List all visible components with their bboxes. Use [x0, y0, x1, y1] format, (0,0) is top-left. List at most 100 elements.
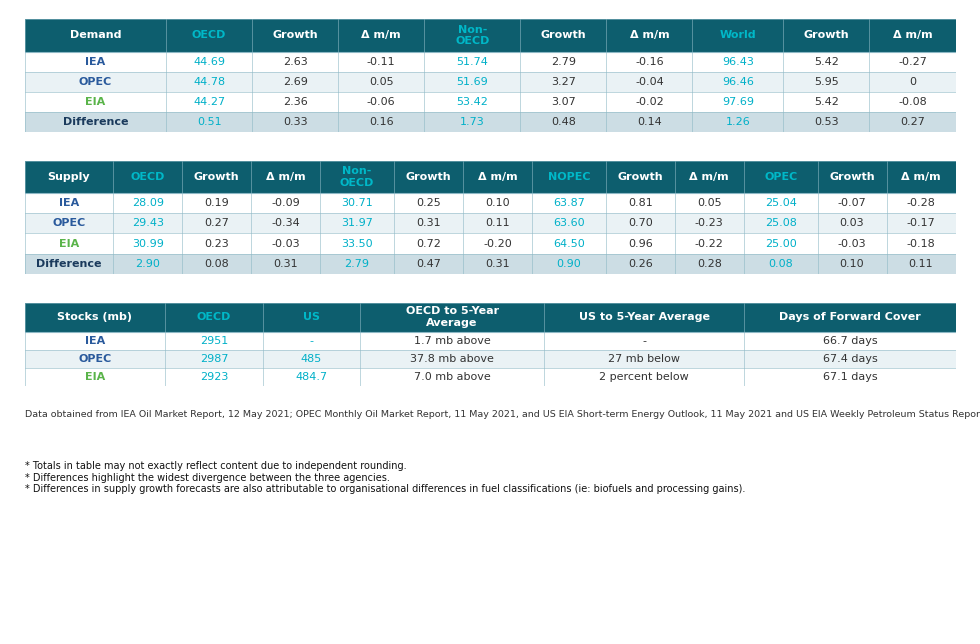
- Bar: [520, 52, 607, 71]
- Text: EIA: EIA: [59, 238, 79, 249]
- Text: Demand: Demand: [70, 30, 122, 41]
- Text: -0.11: -0.11: [367, 57, 396, 66]
- Bar: [674, 193, 744, 213]
- Text: -0.23: -0.23: [695, 218, 723, 229]
- Text: 0.28: 0.28: [697, 259, 721, 269]
- Bar: [745, 303, 955, 332]
- Text: -0.17: -0.17: [906, 218, 935, 229]
- Bar: [532, 161, 606, 193]
- Text: 0.08: 0.08: [204, 259, 229, 269]
- Text: 1.26: 1.26: [725, 117, 751, 127]
- Text: 0.31: 0.31: [485, 259, 510, 269]
- Bar: [887, 193, 955, 213]
- Bar: [263, 350, 360, 368]
- Bar: [338, 19, 424, 52]
- Text: * Totals in table may not exactly reflect content due to independent rounding.
*: * Totals in table may not exactly reflec…: [24, 461, 745, 495]
- Bar: [693, 19, 783, 52]
- Bar: [783, 92, 869, 112]
- Bar: [182, 193, 251, 213]
- Bar: [693, 52, 783, 71]
- Bar: [24, 254, 113, 274]
- Text: US: US: [303, 312, 319, 322]
- Text: 2951: 2951: [200, 336, 228, 346]
- Text: 0.27: 0.27: [204, 218, 229, 229]
- Bar: [251, 213, 320, 234]
- Bar: [394, 234, 463, 254]
- Text: 7.0 mb above: 7.0 mb above: [414, 372, 490, 383]
- Bar: [532, 193, 606, 213]
- Bar: [320, 161, 394, 193]
- Bar: [252, 92, 338, 112]
- Text: -: -: [310, 336, 314, 346]
- Bar: [24, 92, 167, 112]
- Text: 2.36: 2.36: [283, 97, 308, 107]
- Text: Δ m/m: Δ m/m: [893, 30, 932, 41]
- Text: -0.06: -0.06: [367, 97, 396, 107]
- Bar: [520, 71, 607, 92]
- Bar: [167, 112, 252, 132]
- Bar: [674, 234, 744, 254]
- Text: 0.53: 0.53: [814, 117, 839, 127]
- Text: 2987: 2987: [200, 354, 228, 364]
- Text: 0.33: 0.33: [283, 117, 308, 127]
- Bar: [24, 213, 113, 234]
- Text: 5.42: 5.42: [814, 57, 839, 66]
- Bar: [251, 234, 320, 254]
- Text: 0.19: 0.19: [204, 198, 229, 208]
- Bar: [606, 213, 674, 234]
- Text: 27 mb below: 27 mb below: [609, 354, 680, 364]
- Bar: [693, 92, 783, 112]
- Text: 0.27: 0.27: [900, 117, 925, 127]
- Bar: [887, 213, 955, 234]
- Bar: [338, 92, 424, 112]
- Text: 0.16: 0.16: [368, 117, 394, 127]
- Text: Δ m/m: Δ m/m: [477, 172, 517, 182]
- Text: 0.51: 0.51: [197, 117, 221, 127]
- Bar: [113, 161, 182, 193]
- Bar: [887, 234, 955, 254]
- Text: -0.22: -0.22: [695, 238, 723, 249]
- Text: 30.71: 30.71: [341, 198, 372, 208]
- Text: 3.07: 3.07: [551, 97, 575, 107]
- Bar: [607, 19, 693, 52]
- Bar: [113, 234, 182, 254]
- Bar: [394, 161, 463, 193]
- Text: 0.90: 0.90: [557, 259, 581, 269]
- Text: -0.03: -0.03: [838, 238, 866, 249]
- Text: 0.11: 0.11: [908, 259, 933, 269]
- Bar: [869, 52, 956, 71]
- Bar: [817, 234, 887, 254]
- Text: -0.20: -0.20: [483, 238, 512, 249]
- Bar: [113, 254, 182, 274]
- Text: -0.08: -0.08: [898, 97, 927, 107]
- Text: 2.79: 2.79: [345, 259, 369, 269]
- Text: 44.27: 44.27: [193, 97, 225, 107]
- Bar: [263, 332, 360, 350]
- Text: Δ m/m: Δ m/m: [266, 172, 306, 182]
- Bar: [167, 52, 252, 71]
- Text: 0.10: 0.10: [840, 259, 864, 269]
- Text: 2.63: 2.63: [283, 57, 308, 66]
- Text: Stocks (mb): Stocks (mb): [58, 312, 132, 322]
- Text: 0.14: 0.14: [637, 117, 662, 127]
- Bar: [394, 254, 463, 274]
- Bar: [744, 254, 817, 274]
- Bar: [320, 213, 394, 234]
- Text: -0.34: -0.34: [271, 218, 300, 229]
- Bar: [167, 92, 252, 112]
- Text: 25.08: 25.08: [764, 218, 797, 229]
- Bar: [24, 112, 167, 132]
- Text: 30.99: 30.99: [131, 238, 164, 249]
- Bar: [424, 19, 520, 52]
- Text: 0.31: 0.31: [273, 259, 298, 269]
- Bar: [320, 234, 394, 254]
- Bar: [606, 254, 674, 274]
- Bar: [166, 332, 263, 350]
- Bar: [252, 52, 338, 71]
- Bar: [424, 52, 520, 71]
- Text: -0.18: -0.18: [906, 238, 935, 249]
- Text: 25.04: 25.04: [764, 198, 797, 208]
- Text: OECD: OECD: [197, 312, 231, 322]
- Bar: [520, 19, 607, 52]
- Text: 96.43: 96.43: [722, 57, 754, 66]
